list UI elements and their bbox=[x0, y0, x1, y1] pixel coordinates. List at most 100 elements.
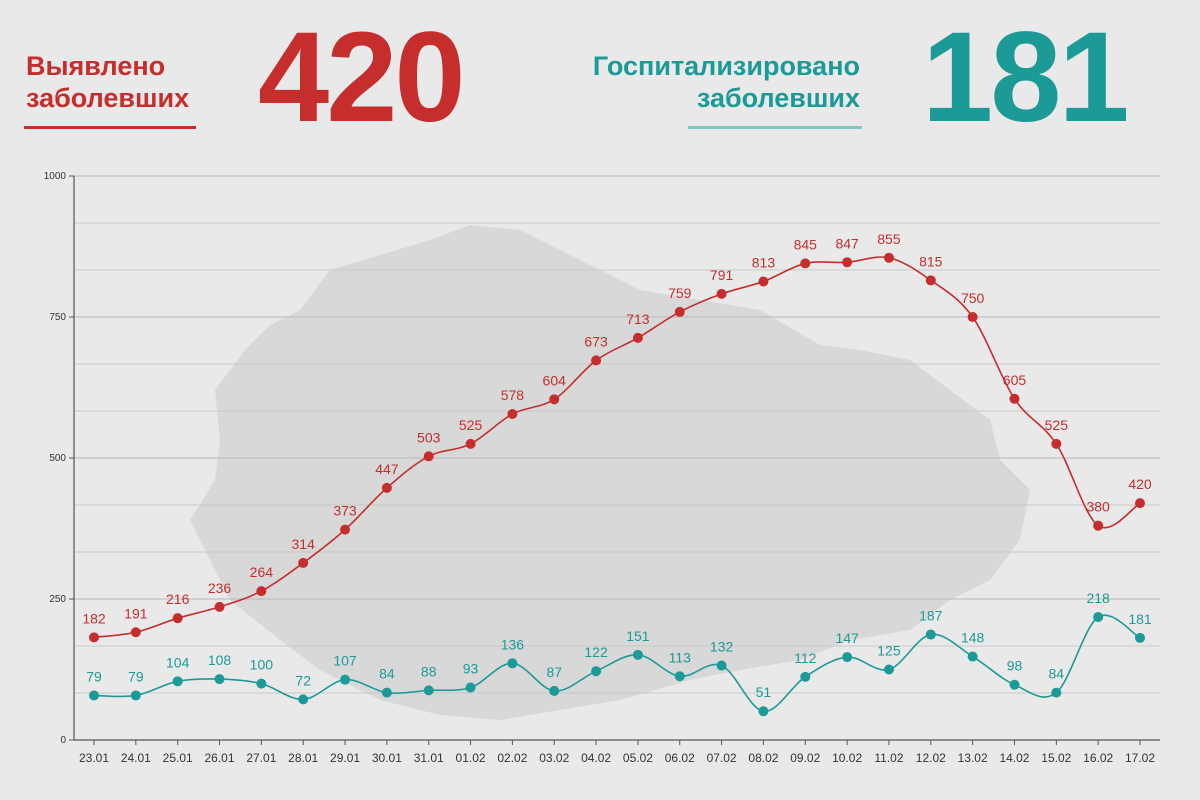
detected-label-line1: Выявлено bbox=[26, 51, 166, 81]
x-tick-label: 31.01 bbox=[414, 751, 444, 765]
data-label: 673 bbox=[584, 333, 608, 349]
hospitalized-label-line1: Госпитализировано bbox=[592, 51, 860, 81]
data-label: 503 bbox=[417, 429, 441, 445]
data-label: 191 bbox=[124, 605, 148, 621]
data-label: 104 bbox=[166, 654, 190, 670]
x-tick-label: 09.02 bbox=[790, 751, 820, 765]
x-tick-label: 05.02 bbox=[623, 751, 653, 765]
detected-value: 420 bbox=[258, 6, 466, 149]
x-tick-label: 06.02 bbox=[665, 751, 695, 765]
x-tick-label: 27.01 bbox=[246, 751, 276, 765]
map-silhouette bbox=[190, 225, 1030, 720]
data-point bbox=[381, 482, 392, 493]
data-point bbox=[298, 557, 309, 568]
data-point bbox=[632, 649, 643, 660]
hospitalized-label: Госпитализировано заболевших bbox=[593, 50, 860, 114]
data-label: 525 bbox=[1045, 417, 1069, 433]
data-point bbox=[758, 276, 769, 287]
data-label: 132 bbox=[710, 639, 734, 655]
data-label: 447 bbox=[375, 461, 399, 477]
data-label: 147 bbox=[835, 630, 859, 646]
y-tick-label: 750 bbox=[49, 312, 66, 323]
data-point bbox=[340, 524, 351, 535]
data-labels: 182 191 216 236 264 314 373 447 503 525 578 604 673 7… bbox=[82, 231, 1152, 700]
data-label: 87 bbox=[546, 664, 562, 680]
data-label: 218 bbox=[1086, 590, 1110, 606]
data-point bbox=[925, 275, 936, 286]
x-tick-label: 03.02 bbox=[539, 751, 569, 765]
x-tick-label: 26.01 bbox=[205, 751, 235, 765]
data-point bbox=[130, 690, 141, 701]
x-tick-label: 17.02 bbox=[1125, 751, 1155, 765]
x-tick-label: 11.02 bbox=[874, 751, 903, 765]
data-label: 151 bbox=[626, 628, 650, 644]
x-tick-label: 13.02 bbox=[958, 751, 988, 765]
axes: 0 250 500 750 1000 23.01 24.01 25.01 26.01 27.01 2… bbox=[44, 171, 1160, 765]
x-tick-label: 10.02 bbox=[832, 751, 862, 765]
data-point bbox=[1051, 438, 1062, 449]
x-tick-label: 23.01 bbox=[79, 751, 109, 765]
y-tick-label: 250 bbox=[49, 594, 66, 605]
data-point bbox=[1009, 679, 1020, 690]
data-label: 845 bbox=[794, 236, 818, 252]
data-label: 236 bbox=[208, 580, 232, 596]
data-point bbox=[298, 694, 309, 705]
data-label: 373 bbox=[333, 503, 357, 519]
data-point bbox=[758, 706, 769, 717]
data-label: 855 bbox=[877, 231, 901, 247]
data-point bbox=[1009, 393, 1020, 404]
data-point bbox=[842, 257, 853, 268]
data-label: 125 bbox=[877, 643, 901, 659]
data-label: 815 bbox=[919, 253, 943, 269]
detected-label: Выявлено заболевших bbox=[26, 50, 189, 114]
data-point bbox=[591, 666, 602, 677]
data-label: 380 bbox=[1086, 499, 1110, 515]
data-label: 113 bbox=[669, 649, 692, 665]
x-tick-label: 29.01 bbox=[330, 751, 360, 765]
data-point bbox=[423, 451, 434, 462]
x-tick-label: 08.02 bbox=[748, 751, 778, 765]
data-label: 604 bbox=[543, 372, 567, 388]
data-point bbox=[1093, 612, 1104, 623]
data-label: 605 bbox=[1003, 372, 1027, 388]
data-label: 136 bbox=[501, 636, 525, 652]
data-point bbox=[800, 258, 811, 269]
data-label: 420 bbox=[1128, 476, 1152, 492]
data-point bbox=[214, 601, 225, 612]
data-point bbox=[549, 394, 560, 405]
data-label: 264 bbox=[250, 564, 274, 580]
x-tick-label: 25.01 bbox=[163, 751, 193, 765]
data-point bbox=[883, 664, 894, 675]
detected-label-line2: заболевших bbox=[26, 83, 190, 113]
data-point bbox=[507, 409, 518, 420]
x-tick-label: 07.02 bbox=[707, 751, 737, 765]
data-point bbox=[967, 651, 978, 662]
data-point bbox=[716, 660, 727, 671]
x-tick-label: 28.01 bbox=[288, 751, 318, 765]
data-point bbox=[800, 671, 811, 682]
data-point bbox=[256, 586, 267, 597]
data-label: 713 bbox=[626, 311, 650, 327]
y-tick-label: 500 bbox=[49, 453, 66, 464]
data-point bbox=[423, 685, 434, 696]
data-point bbox=[1051, 687, 1062, 698]
data-point bbox=[1135, 498, 1145, 509]
data-label: 187 bbox=[919, 608, 943, 624]
x-tick-label: 12.02 bbox=[916, 751, 946, 765]
data-label: 100 bbox=[250, 657, 274, 673]
data-point bbox=[883, 252, 894, 263]
data-point bbox=[381, 687, 392, 698]
data-label: 107 bbox=[333, 653, 357, 669]
data-point bbox=[340, 674, 351, 685]
data-point bbox=[842, 652, 853, 663]
data-point bbox=[256, 678, 267, 689]
data-label: 84 bbox=[1049, 666, 1065, 682]
y-tick-label: 0 bbox=[60, 735, 66, 746]
x-tick-label: 24.01 bbox=[121, 751, 151, 765]
data-point bbox=[716, 288, 727, 299]
data-label: 750 bbox=[961, 290, 985, 306]
data-point bbox=[89, 632, 99, 643]
data-label: 72 bbox=[295, 672, 311, 688]
line-chart: 0 250 500 750 1000 23.01 24.01 25.01 26.01 27.01 2… bbox=[44, 171, 1160, 765]
data-point bbox=[507, 658, 518, 669]
